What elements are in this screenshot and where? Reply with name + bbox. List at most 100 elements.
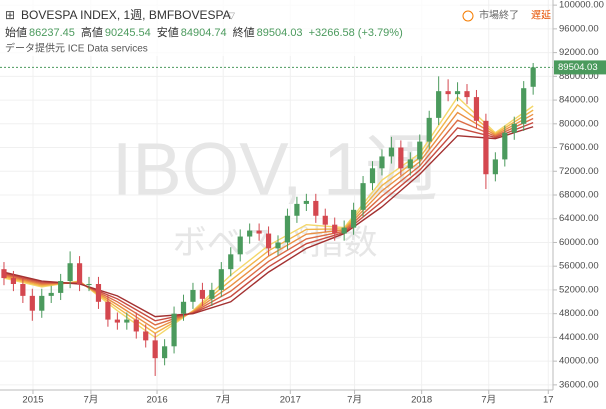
candle-body	[237, 236, 243, 255]
candle-body	[180, 301, 187, 314]
candle-body	[407, 159, 413, 169]
candle-body	[294, 203, 300, 216]
candle-body	[313, 200, 319, 216]
x-tick-label: 7月	[84, 395, 99, 406]
candle-body	[426, 117, 432, 142]
x-tick-label: 7月	[481, 395, 496, 406]
candle-body	[218, 269, 224, 290]
candle-body	[209, 289, 215, 299]
y-tick-label: 80000.00	[559, 118, 599, 129]
ma-line	[3, 126, 534, 318]
candle-body	[322, 215, 328, 225]
candle-body	[417, 141, 423, 160]
candle-body	[133, 319, 139, 332]
candle-body	[67, 263, 73, 282]
candle-body	[86, 284, 92, 286]
candle-body	[332, 224, 338, 234]
x-tick-label: 2017	[280, 395, 301, 406]
y-tick-label: 36000.00	[559, 379, 599, 390]
last-price-label: 89504.03	[558, 62, 598, 73]
ohlc-label: 始値	[5, 25, 27, 39]
last-price-box	[554, 60, 606, 75]
candle-body	[341, 227, 347, 234]
candle-body	[360, 183, 366, 210]
candle-body	[265, 233, 272, 249]
y-tick-label: 76000.00	[559, 142, 599, 153]
y-tick-label: 60000.00	[559, 237, 599, 248]
candle-body	[143, 331, 149, 341]
y-tick-label: 52000.00	[559, 284, 599, 295]
ohlc-label: 安値	[157, 25, 179, 39]
candle-body	[152, 340, 158, 359]
ohlc-row: 始値 86237.45 高値 90245.54 安値 84904.74 終値 89504.03…	[5, 25, 403, 39]
candle-body	[105, 301, 111, 320]
candle-body	[114, 319, 120, 323]
candle-body	[492, 159, 498, 175]
header-bg	[0, 0, 460, 56]
axes: 36000.00 40000.00 44000.00 48000.00 52000.00…	[22, 0, 606, 406]
ohlc-value: 84904.74	[181, 27, 227, 39]
y-tick-label: 72000.00	[559, 166, 599, 177]
ohlc-label: 高値	[81, 25, 103, 39]
candle-body	[247, 230, 253, 237]
candle-body	[124, 319, 130, 323]
y-tick-label: 56000.00	[559, 261, 599, 272]
candle-body	[10, 278, 17, 285]
candle-body	[76, 263, 83, 285]
candle-body	[454, 91, 461, 95]
candle-body	[58, 281, 64, 293]
candle-body	[95, 284, 102, 302]
delay[interactable]: 遅延	[531, 10, 551, 22]
candle-body	[284, 215, 291, 243]
y-tick-label: 44000.00	[559, 332, 599, 343]
y-tick-label: 88000.00	[559, 71, 599, 82]
candle-body	[530, 67, 536, 87]
y-tick-label: 92000.00	[559, 47, 599, 58]
candle-body	[29, 295, 35, 311]
candle-body	[20, 284, 26, 296]
source: データ提供元 ICE Data services	[5, 42, 148, 55]
candle-body	[1, 269, 7, 279]
settings-icon[interactable]: ⊞	[5, 8, 15, 22]
y-tick-label: 68000.00	[559, 190, 599, 201]
y-tick-label: 100000.00	[559, 0, 604, 11]
candle-body	[256, 230, 262, 234]
y-tick-label: 96000.00	[559, 23, 599, 34]
ohlc-change: +3266.58 (+3.79%)	[309, 27, 403, 39]
candle-body	[473, 97, 480, 121]
candle-body	[162, 346, 168, 359]
candle-body	[445, 91, 451, 95]
candle-body	[199, 289, 206, 299]
candle-body	[379, 156, 385, 169]
candle-body	[464, 91, 470, 98]
plot	[0, 63, 553, 376]
candle-body	[48, 292, 54, 296]
x-tick-label: 7月	[347, 395, 362, 406]
status-icon	[462, 10, 474, 22]
candle-body	[398, 147, 404, 169]
ohlc-value: 90245.54	[105, 27, 151, 39]
watermark: IBOV, 1週	[112, 128, 438, 211]
dropdown-icon[interactable]: ▽	[228, 10, 235, 20]
candle-body	[171, 313, 177, 347]
status: 市場終了	[479, 9, 519, 22]
y-tick-label: 48000.00	[559, 308, 599, 319]
candle-body	[275, 242, 281, 249]
x-tick-label: 2018	[411, 395, 432, 406]
y-tick-label: 64000.00	[559, 213, 599, 224]
ohlc-value: 86237.45	[29, 27, 75, 39]
x-tick-label: 2015	[22, 395, 43, 406]
candle-body	[303, 200, 309, 204]
y-tick-label: 40000.00	[559, 356, 599, 367]
candle-body	[228, 254, 234, 270]
candle-body	[521, 88, 527, 124]
header-title: BOVESPA INDEX, 1週, BMFBOVESPA	[21, 8, 231, 22]
candle-body	[388, 147, 395, 157]
candle-body	[351, 209, 357, 228]
candle-body	[511, 123, 517, 133]
candle-body	[39, 295, 45, 311]
candle-body	[502, 132, 508, 160]
